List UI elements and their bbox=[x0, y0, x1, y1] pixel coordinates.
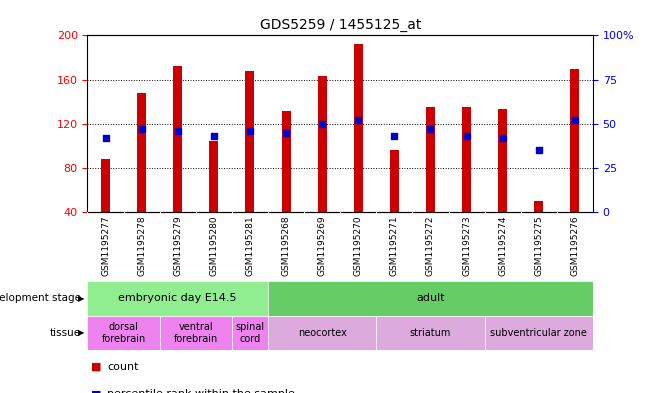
Title: GDS5259 / 1455125_at: GDS5259 / 1455125_at bbox=[259, 18, 421, 31]
Text: spinal
cord: spinal cord bbox=[235, 322, 264, 343]
Point bbox=[570, 117, 580, 123]
Text: GSM1195279: GSM1195279 bbox=[173, 216, 182, 276]
Bar bbox=[101, 159, 110, 212]
Point bbox=[317, 121, 327, 127]
Text: GSM1195269: GSM1195269 bbox=[318, 216, 327, 276]
Bar bbox=[268, 281, 593, 316]
Text: ■: ■ bbox=[91, 389, 101, 393]
Point bbox=[425, 126, 435, 132]
Text: GSM1195268: GSM1195268 bbox=[281, 216, 290, 276]
Bar bbox=[485, 316, 593, 350]
Text: GSM1195280: GSM1195280 bbox=[209, 216, 218, 276]
Bar bbox=[390, 150, 399, 212]
Text: dorsal
forebrain: dorsal forebrain bbox=[102, 322, 146, 343]
Text: ▶: ▶ bbox=[78, 294, 84, 303]
Bar bbox=[137, 93, 146, 212]
Point bbox=[533, 147, 544, 153]
Bar bbox=[159, 316, 232, 350]
Point bbox=[461, 133, 472, 140]
Text: GSM1195270: GSM1195270 bbox=[354, 216, 363, 276]
Point bbox=[209, 133, 219, 140]
Bar bbox=[232, 316, 268, 350]
Bar bbox=[268, 316, 376, 350]
Bar bbox=[426, 107, 435, 212]
Text: GSM1195277: GSM1195277 bbox=[101, 216, 110, 276]
Text: percentile rank within the sample: percentile rank within the sample bbox=[107, 389, 295, 393]
Text: GSM1195278: GSM1195278 bbox=[137, 216, 146, 276]
Text: GSM1195281: GSM1195281 bbox=[246, 216, 255, 276]
Bar bbox=[87, 316, 159, 350]
Text: development stage: development stage bbox=[0, 293, 81, 303]
Text: adult: adult bbox=[416, 293, 445, 303]
Text: neocortex: neocortex bbox=[297, 328, 347, 338]
Text: GSM1195271: GSM1195271 bbox=[390, 216, 399, 276]
Text: GSM1195272: GSM1195272 bbox=[426, 216, 435, 276]
Text: GSM1195273: GSM1195273 bbox=[462, 216, 471, 276]
Text: ■: ■ bbox=[91, 362, 101, 372]
Text: striatum: striatum bbox=[410, 328, 451, 338]
Bar bbox=[462, 107, 471, 212]
Bar bbox=[87, 281, 268, 316]
Point bbox=[172, 128, 183, 134]
Bar bbox=[318, 76, 327, 212]
Bar bbox=[570, 68, 579, 212]
Point bbox=[245, 128, 255, 134]
Text: subventricular zone: subventricular zone bbox=[491, 328, 587, 338]
Point bbox=[281, 130, 291, 136]
Bar bbox=[246, 71, 255, 212]
Point bbox=[389, 133, 400, 140]
Point bbox=[498, 135, 508, 141]
Text: GSM1195275: GSM1195275 bbox=[534, 216, 543, 276]
Bar bbox=[534, 201, 543, 212]
Text: GSM1195276: GSM1195276 bbox=[570, 216, 579, 276]
Bar bbox=[173, 66, 182, 212]
Text: embryonic day E14.5: embryonic day E14.5 bbox=[119, 293, 237, 303]
Text: ventral
forebrain: ventral forebrain bbox=[174, 322, 218, 343]
Text: GSM1195274: GSM1195274 bbox=[498, 216, 507, 276]
Bar bbox=[498, 109, 507, 212]
Text: count: count bbox=[107, 362, 139, 372]
Bar bbox=[354, 44, 363, 212]
Point bbox=[100, 135, 111, 141]
Point bbox=[353, 117, 364, 123]
Bar bbox=[209, 141, 218, 212]
Text: tissue: tissue bbox=[50, 328, 81, 338]
Bar bbox=[281, 110, 290, 212]
Text: ▶: ▶ bbox=[78, 329, 84, 337]
Point bbox=[137, 126, 147, 132]
Bar bbox=[376, 316, 485, 350]
